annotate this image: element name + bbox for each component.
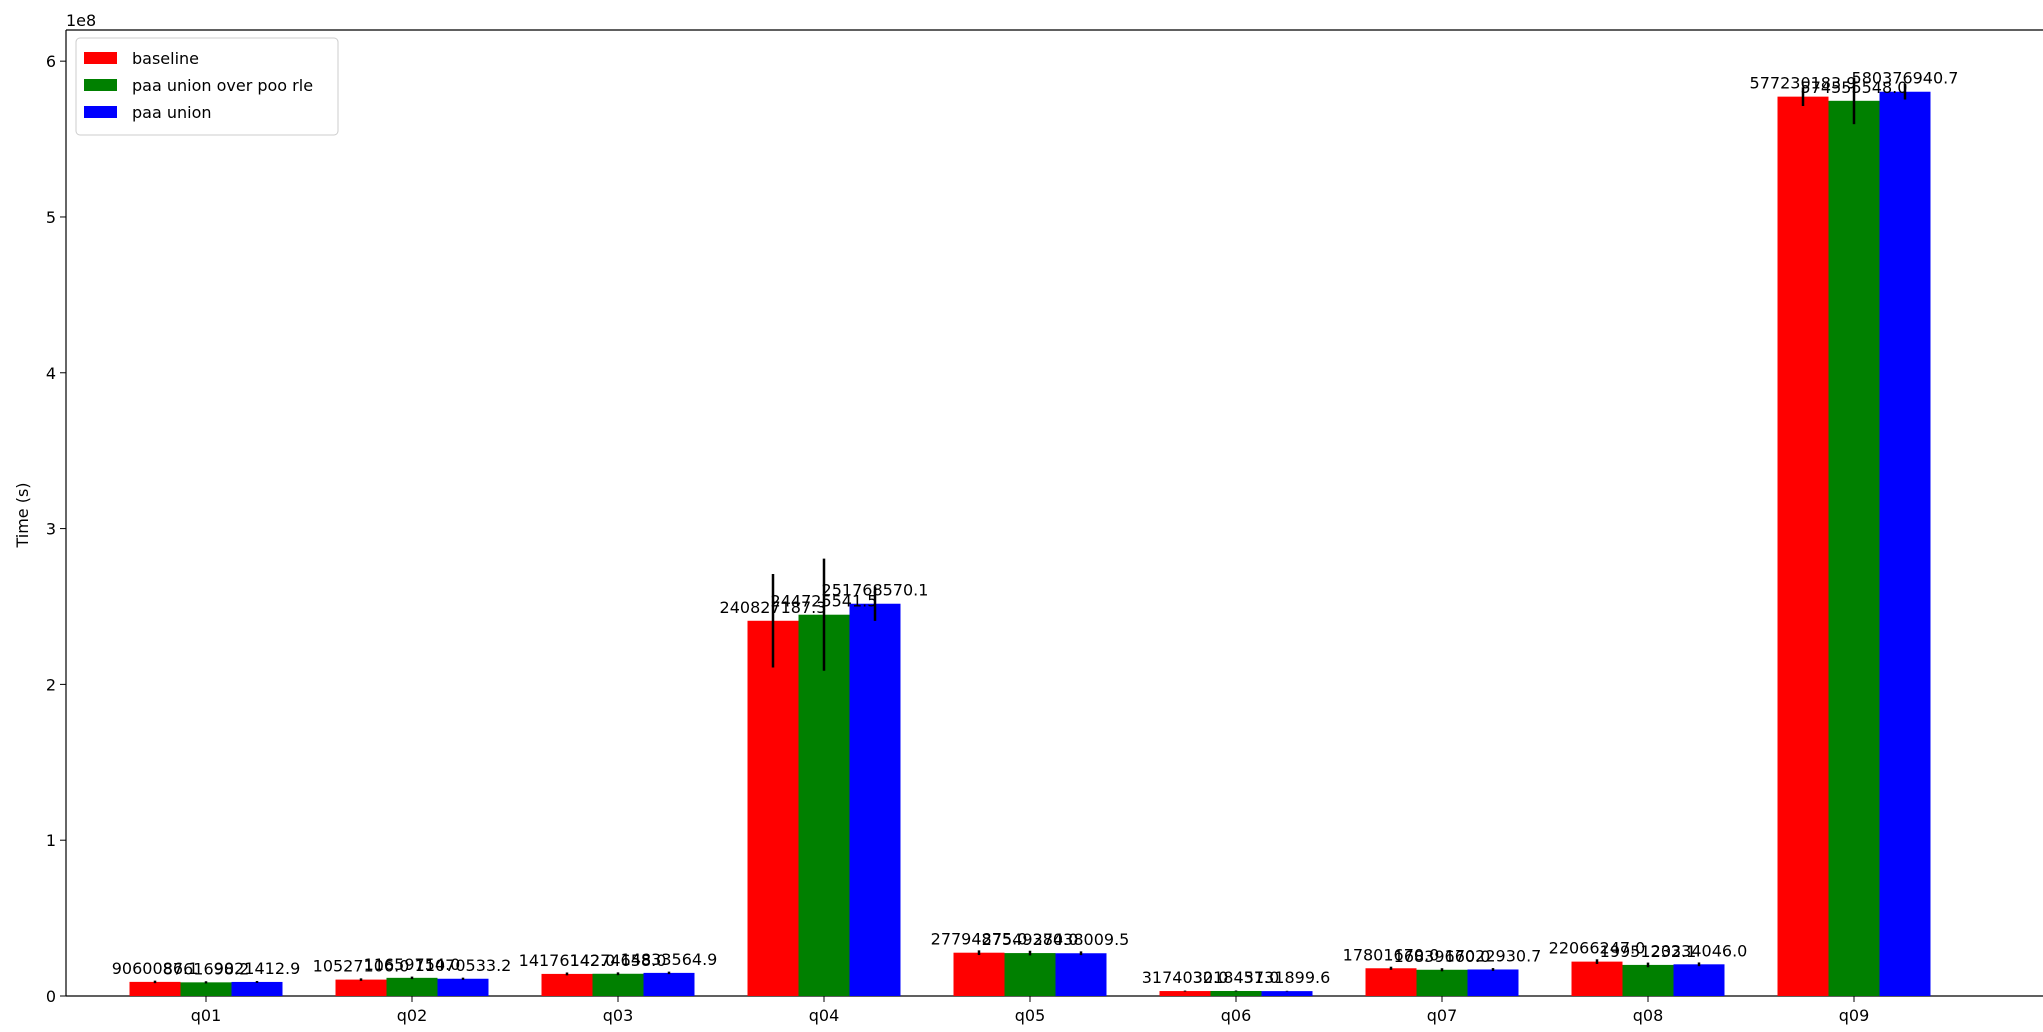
bar [1365,968,1417,996]
error-bars-group [153,77,1907,992]
legend-swatch [84,79,117,91]
x-tick-label: q06 [1221,1006,1252,1025]
bar [1159,991,1211,996]
x-tick-label: q03 [603,1006,634,1025]
bar [1673,964,1725,996]
bar-value-label: 11070533.2 [415,956,512,975]
legend-swatch [84,106,117,118]
bar [1571,961,1623,996]
bar-value-label: 9021412.9 [214,959,301,978]
bar [953,952,1005,996]
bar [1879,91,1931,996]
x-axis: q01 q02 q03 q04 q05 q06 q07 q08 q09 [191,996,1870,1025]
bar-value-label: 3174030.0 [1142,968,1229,987]
bar-value-label: 3131899.6 [1244,968,1331,987]
bar [1261,991,1313,996]
bar-value-label: 14176142.0 [519,951,616,970]
bar-value-label: 19951232.1 [1600,942,1697,961]
bar-value-label: 10527106.0 [313,957,410,976]
bar-value-label: 11659754.0 [364,955,461,974]
bar-value-label: 577230183.9 [1750,74,1857,93]
legend-label: paa union [132,103,212,122]
bar-value-label: 3218457.0 [1193,968,1280,987]
bar [335,979,387,996]
bar [1777,96,1829,997]
y-axis: 0 1 2 3 4 5 6 [46,52,66,1006]
bar [1467,969,1519,996]
bar [1004,953,1056,996]
bar [386,977,438,996]
bar [129,981,181,996]
bar-value-label: 16839660.0 [1394,947,1491,966]
x-tick-label: q05 [1015,1006,1046,1025]
y-tick-label: 5 [46,208,56,227]
bar-value-label: 14833564.9 [621,950,718,969]
bar-value-label: 240827187.3 [720,598,827,617]
legend: baseline paa union over poo rle paa union [75,37,339,136]
y-axis-offset-label: 1e8 [66,11,96,30]
bar [541,973,593,996]
bar [1210,990,1262,996]
bar [437,978,489,996]
x-tick-label: q02 [397,1006,428,1025]
y-axis-label: Time (s) [13,482,32,548]
y-tick-label: 2 [46,675,56,694]
bar [592,973,644,996]
bar [849,603,901,996]
bar-value-label: 22066247.0 [1549,939,1646,958]
bar [231,981,283,996]
bar [1828,100,1880,996]
y-tick-label: 3 [46,520,56,539]
legend-box [75,37,339,136]
bar [798,614,850,996]
x-tick-label: q07 [1427,1006,1458,1025]
bar-value-label: 14274658.0 [570,951,667,970]
x-tick-label: q04 [809,1006,840,1025]
bar-value-label: 9060086.1 [112,959,199,978]
legend-swatch [84,52,117,64]
data-labels-group: 9060086.1 10527106.0 14176142.0 240827187.3… [112,69,1959,987]
bar-value-label: 17022930.7 [1445,946,1542,965]
x-tick-label: q09 [1839,1006,1870,1025]
plot-area [65,29,2043,997]
y-tick-label: 4 [46,364,56,383]
y-tick-label: 0 [46,987,56,1006]
bar-value-label: 580376940.7 [1852,69,1959,88]
bar-value-label: 27438009.5 [1033,930,1130,949]
legend-label: baseline [132,49,199,68]
y-tick-label: 1 [46,831,56,850]
bar-value-label: 8761698.2 [163,959,250,978]
bars-group [129,91,1931,997]
bar [1055,953,1107,996]
x-tick-label: q08 [1633,1006,1664,1025]
bar [1622,964,1674,996]
bar [180,982,232,996]
bar [1416,969,1468,996]
bar-value-label: 20334046.0 [1651,941,1748,960]
x-tick-label: q01 [191,1006,222,1025]
y-tick-label: 6 [46,52,56,71]
bar-value-label: 17801670.0 [1343,945,1440,964]
bar-value-label: 244725541.5 [771,592,878,611]
bar-value-label: 27794875.0 [931,930,1028,949]
bar-value-label: 27549380.0 [982,930,1079,949]
bar [643,972,695,996]
bar [747,620,799,996]
bar-value-label: 251768570.1 [822,581,929,600]
bar-value-label: 574555548.0 [1801,78,1908,97]
legend-label: paa union over poo rle [132,76,313,95]
